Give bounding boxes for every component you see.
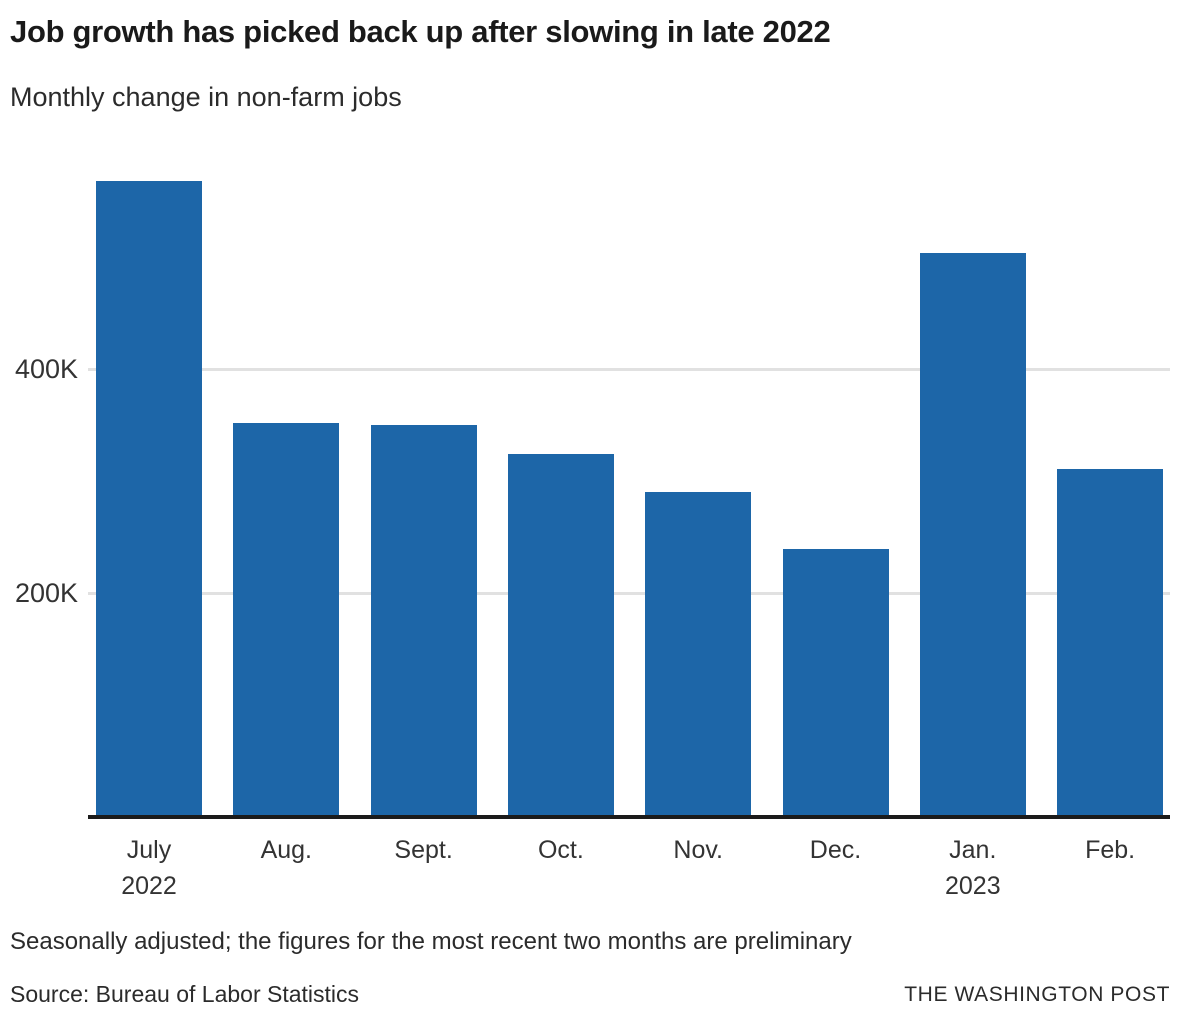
chart-title: Job growth has picked back up after slow… <box>10 14 831 49</box>
plot-area <box>88 140 1170 817</box>
bar-july <box>96 180 202 817</box>
bar-jan <box>919 252 1026 817</box>
x-axis-tick-label: Oct. <box>537 836 584 864</box>
y-axis-tick-label: 200K <box>14 578 78 608</box>
x-axis-line <box>88 815 1170 819</box>
bar-nov <box>645 492 752 817</box>
bar-feb <box>1057 468 1164 817</box>
x-axis-tick-label: Sept. <box>394 836 453 864</box>
gridline-200K <box>88 591 1170 595</box>
bar-sept <box>370 425 477 817</box>
bar-aug <box>233 422 340 817</box>
chart-subtitle: Monthly change in non-farm jobs <box>10 82 402 112</box>
x-axis-tick-label: Nov. <box>673 836 723 864</box>
y-axis-tick-label: 400K <box>14 354 78 384</box>
footnote: Seasonally adjusted; the figures for the… <box>10 928 852 955</box>
x-axis-tick-label: Feb. <box>1085 836 1136 864</box>
x-axis-tick-label: Aug. <box>260 836 313 864</box>
gridline-400K <box>88 367 1170 371</box>
bar-oct <box>507 454 614 817</box>
source-attribution: Source: Bureau of Labor Statistics <box>10 981 360 1007</box>
bar-dec <box>782 549 889 817</box>
x-axis-tick-label: Dec. <box>809 836 862 864</box>
publisher-credit: THE WASHINGTON POST <box>904 983 1170 1006</box>
x-axis-tick-label: July 2022 <box>121 836 177 900</box>
x-axis-tick-label: Jan. 2023 <box>944 836 1001 900</box>
